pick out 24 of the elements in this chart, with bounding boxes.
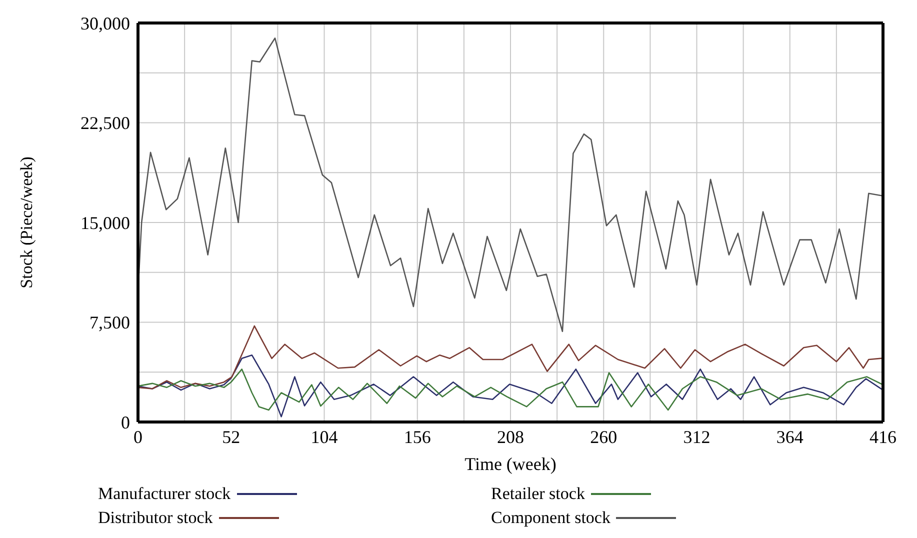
y-tick-label: 30,000: [80, 13, 130, 34]
x-tick-label: 208: [497, 426, 524, 447]
y-tick-label: 15,000: [80, 212, 130, 233]
x-tick-label: 0: [134, 426, 142, 447]
y-tick-label: 7,500: [90, 312, 130, 333]
x-tick-label: 52: [222, 426, 240, 447]
line-series: [138, 325, 883, 390]
legend-label: Retailer stock: [491, 484, 585, 504]
y-axis-title: Stock (Piece/week): [17, 156, 36, 288]
line-series: [138, 368, 883, 411]
x-tick-label: 104: [310, 426, 338, 447]
legend-label: Manufacturer stock: [98, 484, 231, 504]
legend-label: Distributor stock: [98, 508, 213, 528]
x-tick-label: 364: [776, 426, 804, 447]
x-tick-label: 156: [404, 426, 431, 447]
x-axis-title: Time (week): [464, 454, 556, 474]
x-tick-label: 312: [683, 426, 710, 447]
line-series: [138, 354, 883, 418]
line-series: [138, 38, 883, 332]
x-tick-label: 260: [590, 426, 618, 447]
y-tick-label: 22,500: [80, 113, 130, 134]
legend-label: Component stock: [491, 508, 610, 528]
x-tick-label: 416: [870, 426, 896, 447]
y-tick-label: 0: [121, 412, 130, 432]
